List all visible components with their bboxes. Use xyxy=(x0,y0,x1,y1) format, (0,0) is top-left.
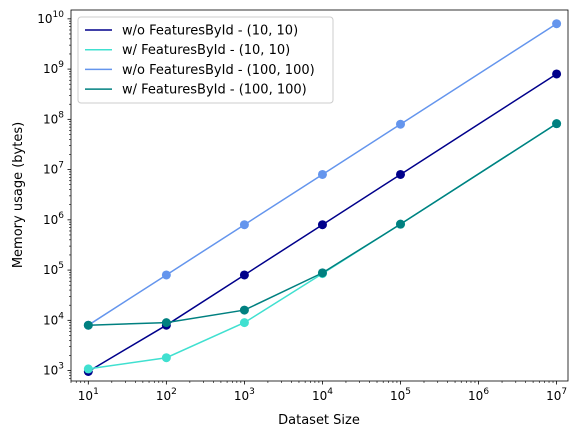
tick-label-base: 10 xyxy=(78,389,93,403)
tick-label-base: 10 xyxy=(468,389,483,403)
data-point xyxy=(83,364,93,374)
tick-label-exponent: 1 xyxy=(93,387,99,397)
data-point xyxy=(552,19,562,29)
data-point xyxy=(317,169,327,179)
tick-label-base: 10 xyxy=(43,163,58,177)
tick-label-base: 10 xyxy=(37,12,52,26)
x-tick-label: 107 xyxy=(546,387,567,403)
y-tick-label: 107 xyxy=(43,161,64,177)
data-point xyxy=(161,318,171,328)
legend-label: w/o FeaturesById - (10, 10) xyxy=(122,24,298,39)
tick-label-exponent: 4 xyxy=(58,311,64,321)
legend-item: w/ FeaturesById - (100, 100) xyxy=(85,83,307,98)
tick-label-exponent: 3 xyxy=(58,362,64,372)
data-point xyxy=(317,268,327,278)
tick-label-base: 10 xyxy=(43,213,58,227)
legend-frame xyxy=(77,16,334,104)
y-tick-label: 104 xyxy=(43,311,64,327)
y-tick-label: 106 xyxy=(43,211,64,227)
x-tick-label: 104 xyxy=(312,387,333,403)
tick-label-base: 10 xyxy=(43,313,58,327)
x-tick-label: 102 xyxy=(156,387,177,403)
tick-label-exponent: 6 xyxy=(483,387,489,397)
tick-label-exponent: 6 xyxy=(58,211,64,221)
legend-item: w/o FeaturesById - (10, 10) xyxy=(85,24,298,39)
data-point xyxy=(552,69,562,79)
tick-label-exponent: 10 xyxy=(53,10,65,20)
legend-item: w/ FeaturesById - (10, 10) xyxy=(85,43,290,58)
y-tick-label: 1010 xyxy=(37,10,64,26)
legend-item: w/o FeaturesById - (100, 100) xyxy=(85,63,315,78)
data-point xyxy=(161,270,171,280)
data-point xyxy=(396,169,406,179)
data-point xyxy=(239,318,249,328)
tick-label-exponent: 9 xyxy=(58,60,64,70)
y-tick-label: 103 xyxy=(43,362,64,378)
tick-label-exponent: 2 xyxy=(171,387,177,397)
data-point xyxy=(239,305,249,315)
tick-label-base: 10 xyxy=(234,389,249,403)
tick-label-base: 10 xyxy=(546,389,561,403)
x-tick-label: 106 xyxy=(468,387,489,403)
series-4 xyxy=(83,119,562,330)
x-tick-label: 105 xyxy=(390,387,411,403)
y-tick-label: 109 xyxy=(43,60,64,76)
tick-label-exponent: 3 xyxy=(249,387,255,397)
tick-label-base: 10 xyxy=(390,389,405,403)
data-point xyxy=(239,220,249,230)
data-point xyxy=(239,270,249,280)
tick-label-base: 10 xyxy=(43,62,58,76)
series-line xyxy=(87,23,558,326)
tick-label-exponent: 4 xyxy=(327,387,333,397)
legend-label: w/ FeaturesById - (10, 10) xyxy=(122,43,290,58)
tick-label-exponent: 5 xyxy=(58,261,64,271)
tick-label-base: 10 xyxy=(43,364,58,378)
series-layer xyxy=(83,19,562,376)
tick-label-exponent: 5 xyxy=(405,387,411,397)
tick-label-base: 10 xyxy=(43,112,58,126)
legend-label: w/ FeaturesById - (100, 100) xyxy=(122,83,307,98)
data-point xyxy=(552,119,562,129)
series-line xyxy=(87,73,558,373)
y-tick-label: 105 xyxy=(43,261,64,277)
tick-label-exponent: 8 xyxy=(58,110,64,120)
data-point xyxy=(396,119,406,129)
legend-label: w/o FeaturesById - (100, 100) xyxy=(122,63,315,78)
y-tick-label: 108 xyxy=(43,110,64,126)
x-tick-label: 103 xyxy=(234,387,255,403)
x-tick-label: 101 xyxy=(78,387,99,403)
series-line xyxy=(88,123,558,326)
x-axis-ticks: 101 102 103 104 105 106 107 xyxy=(70,381,567,403)
data-point xyxy=(396,219,406,229)
tick-label-base: 10 xyxy=(43,263,58,277)
x-axis-title: Dataset Size xyxy=(278,413,360,428)
data-point xyxy=(317,220,327,230)
y-axis-title: Memory usage (bytes) xyxy=(11,122,26,268)
legend: w/o FeaturesById - (10, 10) w/ FeaturesBy… xyxy=(77,16,334,104)
tick-label-base: 10 xyxy=(312,389,327,403)
tick-label-exponent: 7 xyxy=(58,161,64,171)
tick-label-base: 10 xyxy=(156,389,171,403)
data-point xyxy=(161,353,171,363)
data-point xyxy=(83,320,93,330)
tick-label-exponent: 7 xyxy=(561,387,567,397)
